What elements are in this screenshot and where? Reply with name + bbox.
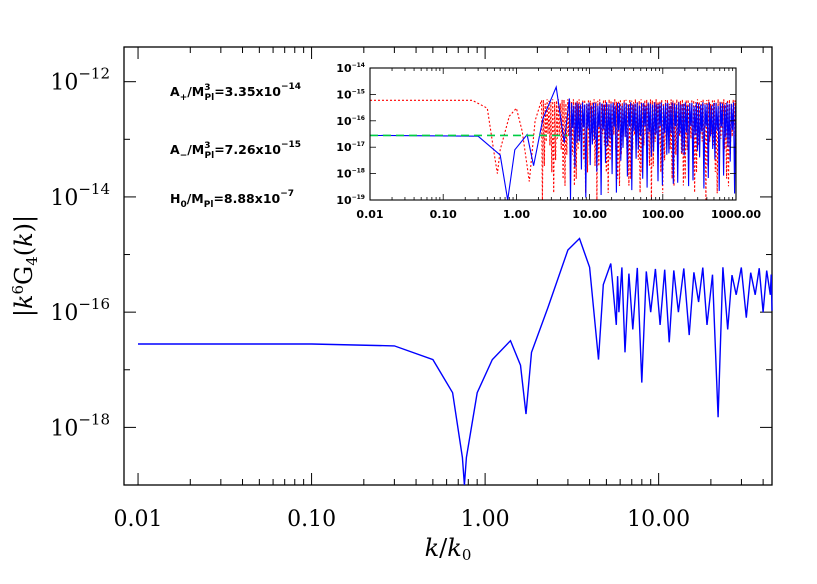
inset-series-blue-solid <box>369 84 737 201</box>
parameter-annotation: A+/M3 Pl=3.35x10−14 <box>170 82 301 103</box>
inset-xtick-label: 100.00 <box>642 208 685 221</box>
y-axis-label: |k6G4(k)| <box>9 215 41 317</box>
main-xtick-label: 0.10 <box>287 507 336 532</box>
main-series-line <box>138 237 773 486</box>
inset-ytick-labels: 10−14 10−15 10−16 10−17 10−18 10−19 <box>336 62 365 207</box>
main-plot: 0.01 0.10 1.00 10.00 10−12 10−14 10−16 10−18 A… <box>9 46 773 564</box>
main-plot-frame <box>123 46 773 486</box>
inset-ytick-label: 10−14 <box>336 62 365 75</box>
inset-xtick-label: 10.00 <box>572 208 607 221</box>
main-xtick-label: 1.00 <box>461 507 510 532</box>
inset-ytick-label: 10−16 <box>336 115 365 128</box>
inset-xtick-label: 0.01 <box>356 208 383 221</box>
main-xtick-label: 10.00 <box>627 507 690 532</box>
main-ytick-label: 10−12 <box>50 65 110 96</box>
inset-ytick-label: 10−17 <box>336 141 365 154</box>
inset-xtick-label: 1000.00 <box>711 208 761 221</box>
inset-ytick-label: 10−19 <box>336 194 365 207</box>
inset-series-red-dotted <box>370 99 737 201</box>
main-ytick-label: 10−16 <box>50 295 110 326</box>
inset-ytick-label: 10−15 <box>336 88 365 101</box>
inset-xtick-label: 0.10 <box>430 208 457 221</box>
main-xtick-labels: 0.01 0.10 1.00 10.00 <box>114 507 691 532</box>
main-ytick-label: 10−14 <box>50 180 110 211</box>
main-ytick-labels: 10−12 10−14 10−16 10−18 <box>50 65 110 442</box>
inset-xtick-labels: 0.01 0.10 1.00 10.00 100.00 1000.00 <box>356 208 761 221</box>
parameter-annotation: A−/M3 Pl=7.26x10−15 <box>170 140 301 161</box>
x-axis-label: k/k0 <box>425 534 472 564</box>
inset-ytick-label: 10−18 <box>336 168 365 181</box>
inset-xtick-label: 1.00 <box>503 208 530 221</box>
main-axis-ticks <box>124 47 772 486</box>
main-xtick-label: 0.01 <box>114 507 163 532</box>
inset-axis-ticks <box>369 67 736 201</box>
inset-plot-frame <box>369 67 737 201</box>
main-ytick-label: 10−18 <box>50 410 110 441</box>
inset-plot: 0.01 0.10 1.00 10.00 100.00 1000.00 10−1410−1… <box>336 62 761 221</box>
main-annotations: A+/M3 Pl=3.35x10−14 A−/M3 Pl=7.26x10−15 H0/M… <box>170 82 301 210</box>
inset-series-group <box>369 84 737 201</box>
inset-plot-background <box>370 68 736 200</box>
parameter-annotation: H0/MPl=8.88x10−7 <box>170 189 294 210</box>
